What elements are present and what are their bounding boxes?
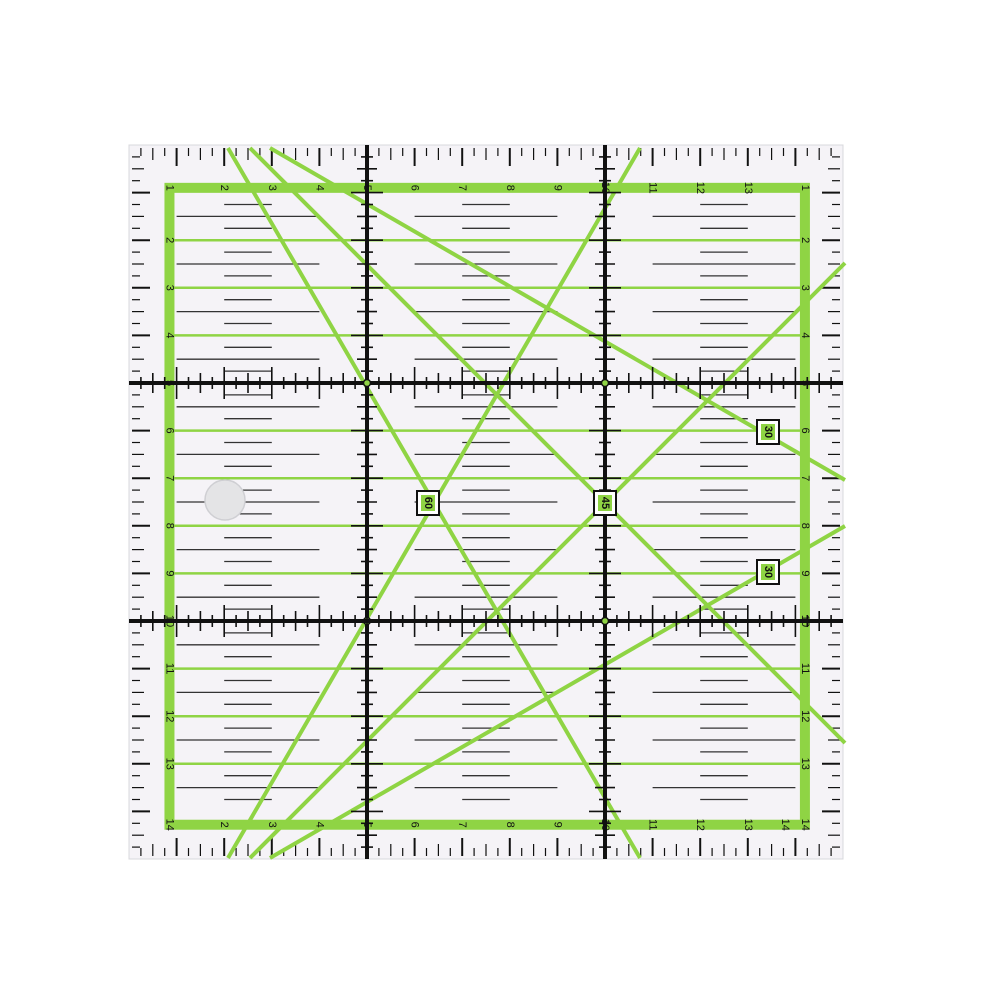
scale-number: 10 (163, 615, 175, 627)
angle-marker-45: 45 (593, 490, 617, 516)
scale-number: 7 (799, 475, 811, 481)
scale-number: 2 (218, 185, 230, 191)
scale-number: 3 (266, 822, 278, 828)
scale-number: 7 (163, 475, 175, 481)
scale-number: 6 (163, 428, 175, 434)
scale-number: 4 (313, 185, 325, 191)
scale-number: 9 (551, 185, 563, 191)
scale-number: 14 (779, 819, 791, 831)
scale-number: 7 (456, 822, 468, 828)
angle-marker-label: 30 (762, 426, 774, 438)
scale-number: 11 (647, 819, 659, 830)
scale-number: 5 (361, 185, 373, 191)
scale-number: 8 (504, 185, 516, 191)
green-border (164, 182, 810, 830)
hanging-hole (204, 479, 246, 521)
axis-intersection-dot (600, 378, 610, 388)
axis-intersection-dot (600, 616, 610, 626)
angle-marker-label: 45 (599, 497, 611, 509)
angle-marker-30: 30 (756, 559, 780, 585)
scale-number: 2 (799, 237, 811, 243)
angle-marker-label: 30 (762, 566, 774, 578)
scale-numbers: 1 2 3 4 5 6 7 8 9 10 11 12 132 3 4 5 6 7 8 9 10 11 12 13 1423456… (163, 182, 810, 831)
scale-number: 14 (163, 819, 175, 831)
angle-line (248, 261, 847, 860)
axis-intersection-dot (362, 378, 372, 388)
scale-number: 13 (163, 758, 175, 770)
scale-number: 1 (163, 185, 175, 191)
scale-number: 4 (163, 332, 175, 338)
angle-line (248, 146, 847, 745)
scale-number: 12 (163, 710, 175, 722)
scale-number: 10 (599, 182, 611, 194)
scale-number: 13 (799, 758, 811, 770)
scale-number: 13 (742, 819, 754, 831)
scale-number: 2 (163, 237, 175, 243)
scale-number: 11 (647, 182, 659, 193)
angle-marker-60: 60 (416, 490, 440, 516)
scale-number: 12 (694, 182, 706, 194)
green-grid (169, 238, 805, 766)
scale-number: 5 (799, 380, 811, 386)
scale-number: 4 (799, 332, 811, 338)
scale-number: 5 (361, 822, 373, 828)
scale-number: 1 (799, 185, 811, 191)
scale-number: 12 (799, 710, 811, 722)
scale-number: 10 (799, 615, 811, 627)
angle-marker-fill (761, 564, 775, 580)
scale-number: 5 (163, 380, 175, 386)
scale-number: 11 (163, 663, 175, 674)
black-axes (129, 145, 843, 859)
angle-marker-30: 30 (756, 419, 780, 445)
scale-number: 12 (694, 819, 706, 831)
scale-number: 9 (799, 570, 811, 576)
scale-number: 11 (799, 663, 811, 674)
scale-number: 3 (799, 285, 811, 291)
scale-number: 6 (799, 428, 811, 434)
scale-number: 8 (799, 523, 811, 529)
scale-number: 8 (504, 822, 516, 828)
scale-number: 6 (409, 822, 421, 828)
scale-number: 4 (313, 822, 325, 828)
scale-number: 6 (409, 185, 421, 191)
scale-number: 8 (163, 523, 175, 529)
angle-marker-label: 60 (422, 497, 434, 509)
angle-marker-fill (761, 424, 775, 440)
scale-number: 13 (742, 182, 754, 194)
scale-number: 7 (456, 185, 468, 191)
angle-marker-fill (421, 495, 435, 511)
scale-number: 3 (266, 185, 278, 191)
scale-number: 10 (599, 819, 611, 831)
scale-number: 9 (163, 570, 175, 576)
scale-number: 14 (799, 819, 811, 831)
scale-number: 2 (218, 822, 230, 828)
scale-number: 3 (163, 285, 175, 291)
angle-marker-fill (598, 495, 612, 511)
scale-number: 9 (551, 822, 563, 828)
guide-dashes (176, 203, 796, 801)
